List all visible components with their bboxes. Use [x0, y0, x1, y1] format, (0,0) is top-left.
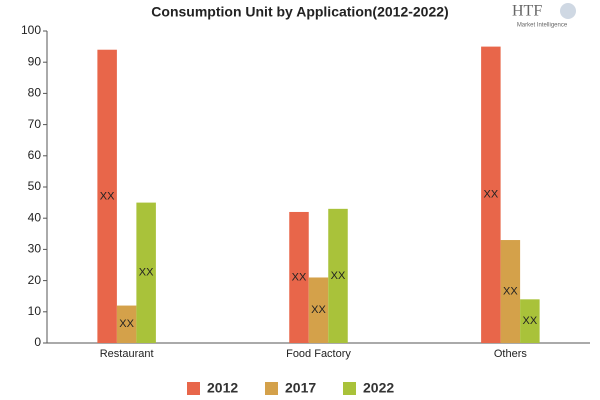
bar	[308, 277, 329, 343]
y-tick-label: 30	[28, 242, 42, 256]
chart-title: Consumption Unit by Application(2012-202…	[151, 4, 448, 20]
data-label: XX	[503, 285, 518, 297]
x-tick-label: Food Factory	[286, 348, 351, 360]
data-label: XX	[100, 190, 115, 202]
legend-swatch	[343, 382, 356, 395]
data-label: XX	[311, 304, 326, 316]
data-label: XX	[292, 271, 307, 283]
x-tick-label: Others	[494, 348, 528, 360]
bar	[97, 49, 117, 343]
y-tick-label: 100	[21, 23, 41, 37]
legend-label: 2012	[207, 380, 238, 396]
data-label: XX	[119, 318, 134, 330]
y-tick-label: 80	[28, 86, 42, 100]
bar	[136, 202, 156, 343]
y-tick-label: 0	[34, 335, 41, 349]
logo-subtext: Market Intelligence	[517, 23, 568, 29]
legend-label: 2022	[363, 380, 394, 396]
bar	[520, 299, 540, 343]
y-tick-label: 40	[28, 210, 42, 224]
legend-swatch	[187, 382, 200, 395]
y-tick-label: 60	[28, 148, 42, 162]
bar	[116, 305, 137, 343]
bar	[328, 208, 348, 343]
y-tick-label: 70	[28, 117, 42, 131]
logo-icon	[560, 3, 576, 19]
y-tick-label: 10	[28, 304, 42, 318]
data-label: XX	[484, 189, 499, 201]
y-tick-label: 90	[28, 54, 42, 68]
logo-text: HTF	[512, 3, 542, 20]
legend-swatch	[265, 382, 278, 395]
bar	[500, 240, 521, 343]
legend-label: 2017	[285, 380, 316, 396]
y-tick-label: 50	[28, 179, 42, 193]
x-tick-label: Restaurant	[100, 348, 154, 360]
y-tick-label: 20	[28, 273, 42, 287]
data-label: XX	[331, 270, 346, 282]
bar	[481, 46, 501, 343]
data-label: XX	[523, 315, 538, 327]
bar	[289, 211, 309, 343]
data-label: XX	[139, 267, 154, 279]
